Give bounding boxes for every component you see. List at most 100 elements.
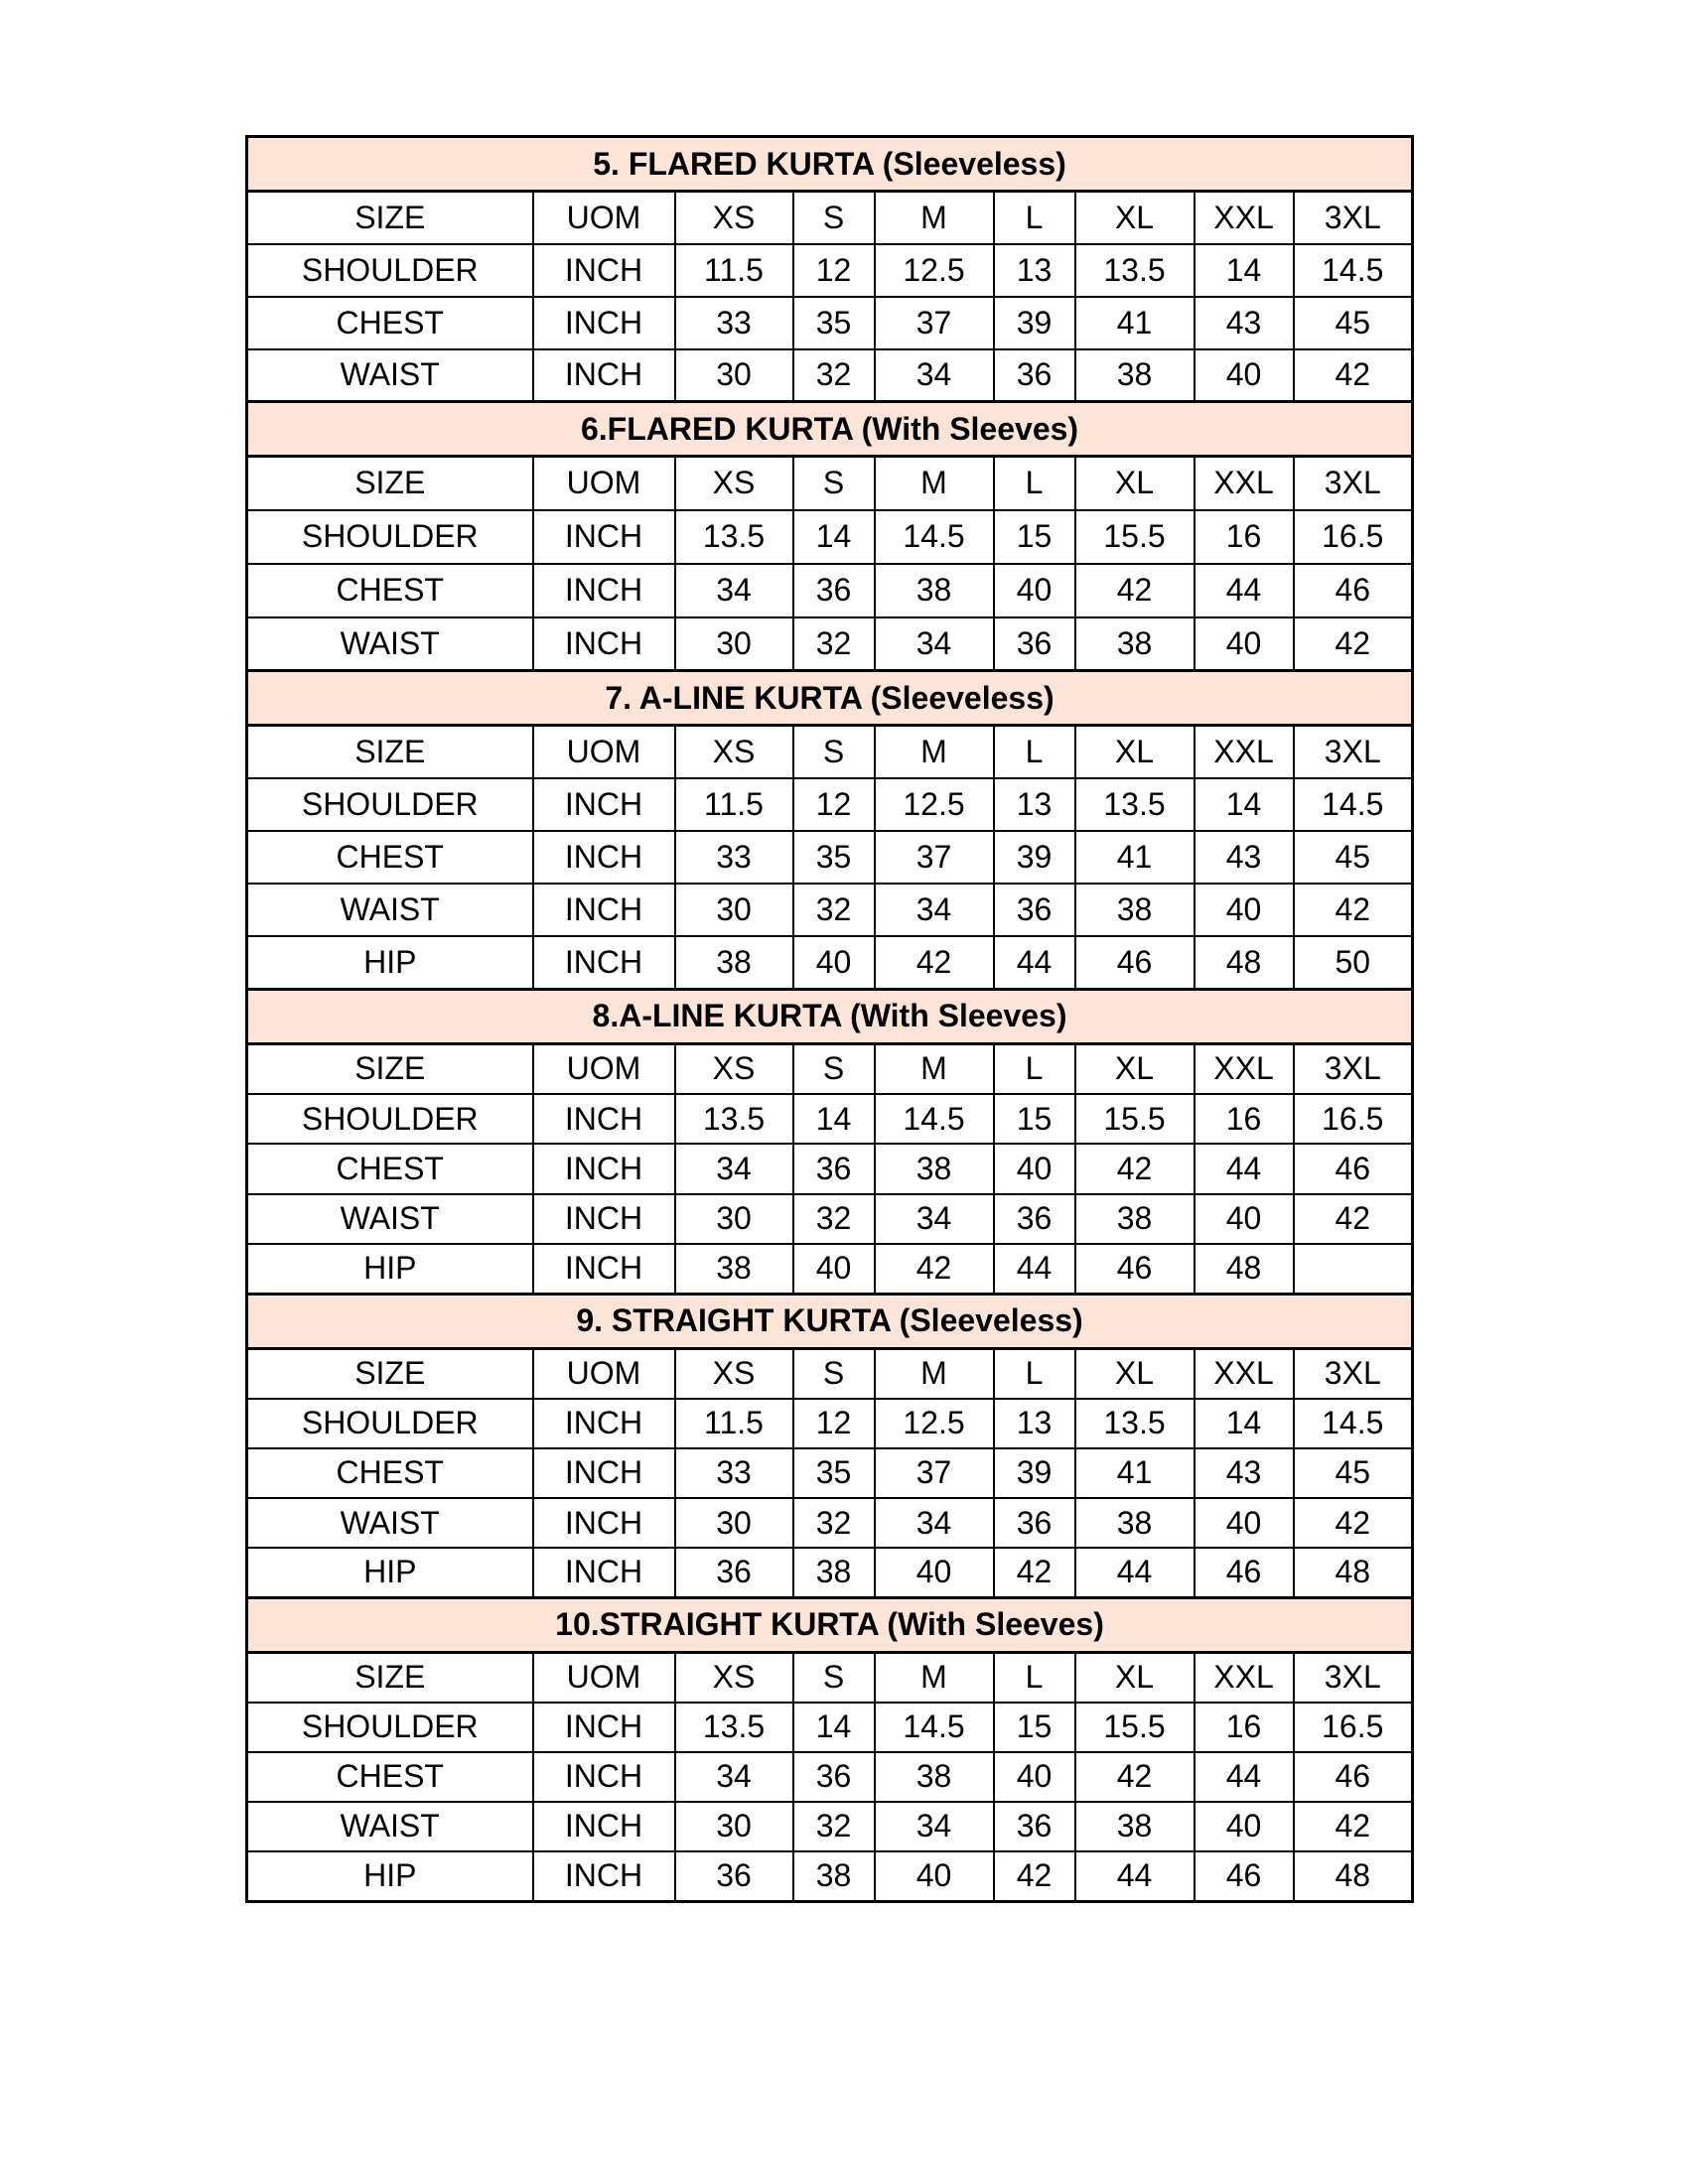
- value-cell: 34: [873, 1496, 995, 1550]
- section-title-row: 10.STRAIGHT KURTA (With Sleeves): [245, 1595, 1414, 1654]
- value-cell: 44: [992, 1242, 1076, 1296]
- unit-cell: UOM: [531, 1651, 676, 1704]
- value-cell: 14: [791, 1092, 876, 1146]
- value-cell: XL: [1073, 190, 1196, 245]
- value-cell: 36: [992, 615, 1076, 672]
- measurement-row: WAIST INCH 30 32 34 36 38 40 42: [245, 1192, 1414, 1246]
- value-cell: 40: [1193, 1192, 1295, 1246]
- unit-cell: INCH: [531, 1701, 676, 1753]
- size-header-row: SIZE UOM XS S M L XL XXL 3XL: [245, 1651, 1414, 1704]
- value-cell: 12: [791, 1397, 876, 1449]
- value-cell: 40: [873, 1850, 995, 1903]
- measurement-row: CHEST INCH 34 36 38 40 42 44 46: [245, 562, 1414, 618]
- value-cell: 46: [1292, 1750, 1414, 1803]
- value-cell: 12.5: [873, 242, 995, 298]
- section-title-row: 9. STRAIGHT KURTA (Sleeveless): [245, 1292, 1414, 1350]
- value-cell: 40: [992, 1143, 1076, 1195]
- value-cell: XS: [673, 455, 794, 511]
- value-cell: 40: [791, 1242, 876, 1296]
- value-cell: 15.5: [1073, 1701, 1196, 1753]
- row-label: WAIST: [245, 1192, 534, 1246]
- value-cell: 3XL: [1292, 1651, 1414, 1704]
- measurement-row: SHOULDER INCH 13.5 14 14.5 15 15.5 16 16.5: [245, 508, 1414, 565]
- unit-cell: INCH: [531, 295, 676, 350]
- unit-cell: UOM: [531, 1347, 676, 1400]
- value-cell: 38: [673, 935, 794, 991]
- value-cell: S: [791, 455, 876, 511]
- value-cell: 14.5: [1292, 242, 1414, 298]
- unit-cell: INCH: [531, 776, 676, 832]
- value-cell: 16: [1193, 1092, 1295, 1146]
- value-cell: 30: [673, 883, 794, 938]
- value-cell: L: [992, 1651, 1076, 1704]
- value-cell: 34: [873, 1192, 995, 1246]
- measurement-row: WAIST INCH 30 32 34 36 38 40 42: [245, 1800, 1414, 1853]
- value-cell: 35: [791, 829, 876, 886]
- value-cell: 15.5: [1073, 1092, 1196, 1146]
- measurement-row: CHEST INCH 33 35 37 39 41 43 45: [245, 1446, 1414, 1499]
- value-cell: 40: [1193, 347, 1295, 403]
- value-cell: 13.5: [673, 1092, 794, 1146]
- value-cell: 33: [673, 295, 794, 350]
- value-cell: 14: [1193, 242, 1295, 298]
- section-title: 5. FLARED KURTA (Sleeveless): [245, 135, 1414, 193]
- row-label: SIZE: [245, 1651, 534, 1704]
- value-cell: 42: [1073, 1750, 1196, 1803]
- value-cell: 14: [1193, 1397, 1295, 1449]
- row-label: HIP: [245, 1242, 534, 1296]
- value-cell: 42: [992, 1850, 1076, 1903]
- value-cell: 38: [1073, 347, 1196, 403]
- measurement-row: WAIST INCH 30 32 34 36 38 40 42: [245, 615, 1414, 672]
- value-cell: 41: [1073, 295, 1196, 350]
- value-cell: 36: [992, 347, 1076, 403]
- value-cell: 39: [992, 295, 1076, 350]
- unit-cell: INCH: [531, 1242, 676, 1296]
- value-cell: XL: [1073, 1651, 1196, 1704]
- value-cell: 16: [1193, 508, 1295, 565]
- value-cell: 38: [791, 1850, 876, 1903]
- value-cell: XXL: [1193, 1042, 1295, 1095]
- row-label: SHOULDER: [245, 1092, 534, 1146]
- value-cell: 42: [1292, 347, 1414, 403]
- value-cell: 36: [791, 1143, 876, 1195]
- value-cell: 13.5: [673, 1701, 794, 1753]
- value-cell: [1292, 1242, 1414, 1296]
- row-label: HIP: [245, 1547, 534, 1599]
- unit-cell: INCH: [531, 562, 676, 618]
- value-cell: 32: [791, 1800, 876, 1853]
- unit-cell: INCH: [531, 1192, 676, 1246]
- measurement-row: CHEST INCH 34 36 38 40 42 44 46: [245, 1143, 1414, 1195]
- value-cell: 38: [1073, 1496, 1196, 1550]
- section-title: 6.FLARED KURTA (With Sleeves): [245, 400, 1414, 458]
- value-cell: 36: [992, 883, 1076, 938]
- value-cell: 34: [873, 347, 995, 403]
- row-label: CHEST: [245, 1143, 534, 1195]
- unit-cell: INCH: [531, 1446, 676, 1499]
- value-cell: 48: [1292, 1850, 1414, 1903]
- value-cell: M: [873, 455, 995, 511]
- row-label: WAIST: [245, 347, 534, 403]
- measurement-row: CHEST INCH 34 36 38 40 42 44 46: [245, 1750, 1414, 1803]
- value-cell: 33: [673, 829, 794, 886]
- value-cell: 46: [1073, 935, 1196, 991]
- measurement-row: CHEST INCH 33 35 37 39 41 43 45: [245, 295, 1414, 350]
- value-cell: 15.5: [1073, 508, 1196, 565]
- value-cell: 14.5: [1292, 1397, 1414, 1449]
- value-cell: 32: [791, 883, 876, 938]
- value-cell: 38: [1073, 1192, 1196, 1246]
- value-cell: 40: [1193, 1496, 1295, 1550]
- value-cell: 37: [873, 295, 995, 350]
- value-cell: 16.5: [1292, 1092, 1414, 1146]
- value-cell: 45: [1292, 1446, 1414, 1499]
- measurement-row: WAIST INCH 30 32 34 36 38 40 42: [245, 347, 1414, 403]
- unit-cell: INCH: [531, 242, 676, 298]
- row-label: CHEST: [245, 1750, 534, 1803]
- value-cell: 41: [1073, 1446, 1196, 1499]
- value-cell: 37: [873, 829, 995, 886]
- value-cell: 39: [992, 1446, 1076, 1499]
- value-cell: 13.5: [1073, 1397, 1196, 1449]
- value-cell: XL: [1073, 724, 1196, 779]
- value-cell: 46: [1292, 1143, 1414, 1195]
- value-cell: L: [992, 724, 1076, 779]
- value-cell: XL: [1073, 455, 1196, 511]
